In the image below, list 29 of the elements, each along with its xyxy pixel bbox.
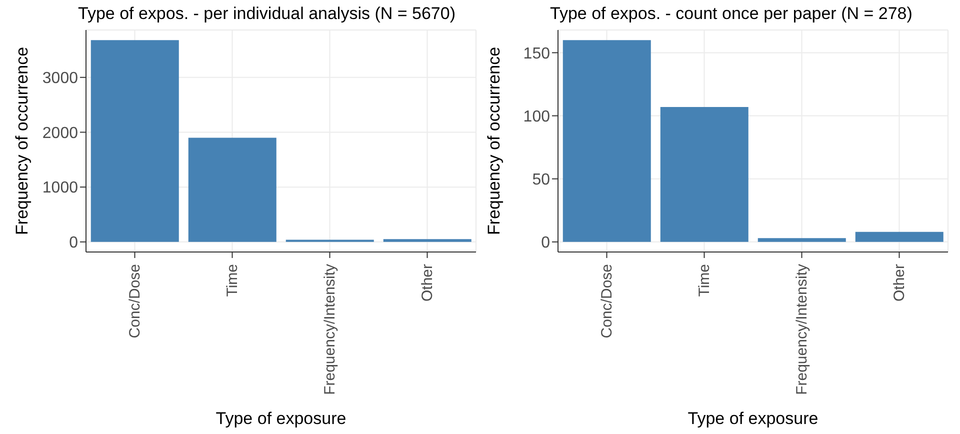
y-tick-label: 100 [523, 108, 550, 126]
x-tick-label: Frequency/Intensity [793, 264, 810, 395]
x-tick-label: Time [696, 264, 713, 297]
bar [90, 40, 179, 242]
chart-title: Type of expos. - count once per paper (N = 278) [550, 4, 912, 24]
x-tick-label: Conc/Dose [598, 264, 616, 338]
bar [188, 138, 276, 242]
bar [758, 238, 846, 242]
x-axis-title: Type of exposure [688, 409, 818, 428]
x-tick-label: Time [224, 264, 241, 297]
x-tick-label: Conc/Dose [126, 264, 144, 338]
y-tick-label: 1000 [42, 180, 78, 197]
y-tick-label: 50 [532, 172, 550, 189]
y-tick-label: 0 [541, 234, 550, 252]
bar [660, 106, 748, 242]
bar [855, 232, 944, 242]
y-tick-label: 3000 [42, 70, 78, 88]
x-tick-label: Other [890, 264, 908, 302]
y-axis-title: Frequency of occurrence [12, 46, 32, 236]
bar [383, 239, 472, 242]
bar [562, 40, 651, 242]
x-tick-label: Frequency/Intensity [321, 264, 338, 395]
y-tick-label: 0 [69, 234, 78, 252]
y-tick-label: 150 [523, 45, 550, 62]
y-axis-title: Frequency of occurrence [484, 46, 504, 236]
x-axis-title: Type of exposure [216, 409, 346, 428]
y-tick-label: 2000 [42, 124, 78, 142]
x-tick-label: Other [418, 264, 436, 302]
chart-title: Type of expos. - per individual analysis (N = 5670) [78, 4, 456, 24]
